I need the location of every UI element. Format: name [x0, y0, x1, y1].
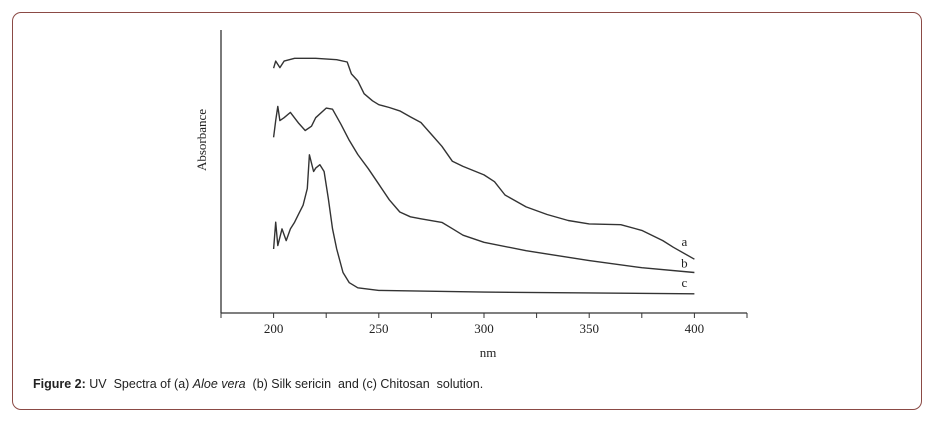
x-tick-label: 300 [474, 321, 494, 336]
caption-text-1: UV Spectra of (a) [85, 377, 193, 391]
labels: abc [681, 234, 688, 290]
series-a-label: a [682, 234, 688, 249]
caption-italic: Aloe vera [192, 377, 246, 391]
series-c-label: c [682, 275, 688, 290]
series-a-line [272, 57, 695, 260]
caption-text-2: (b) Silk sericin and (c) Chitosan soluti… [245, 377, 484, 391]
series-b-label: b [681, 256, 688, 271]
y-axis-label: Absorbance [194, 109, 209, 171]
series-b-line [272, 105, 695, 274]
series-c-line [272, 154, 695, 295]
axes: 200 250 300 350 400 [220, 30, 748, 336]
caption-label: Figure 2: [33, 377, 86, 391]
x-tick-label: 250 [369, 321, 389, 336]
figure-frame [12, 12, 922, 410]
x-axis-label: nm [480, 345, 497, 360]
x-tick-label: 400 [685, 321, 705, 336]
curves [272, 57, 695, 295]
figure-caption: Figure 2: UV Spectra of (a) Aloe vera (b… [33, 377, 483, 391]
x-tick-label: 350 [579, 321, 599, 336]
x-tick-label: 200 [264, 321, 284, 336]
